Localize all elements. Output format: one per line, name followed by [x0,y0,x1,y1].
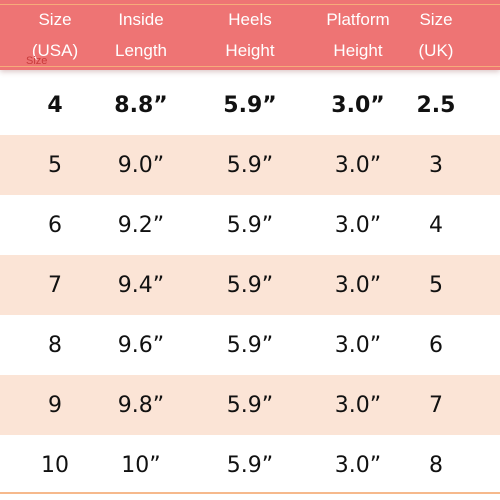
cell-heels-height: 5.9” [226,332,274,358]
header-size-usa-line2: (USA) [31,41,79,60]
header-platform-height-line2: Height [333,41,383,60]
table-row: 10 10” 5.9” 3.0” 8 [0,435,500,495]
header-inside-length: Inside Length [86,0,196,70]
table-row: 9 9.8” 5.9” 3.0” 7 [0,375,500,435]
cell-size-usa: 4 [47,92,63,118]
cell-size-uk: 8 [429,452,443,478]
table-row: 6 9.2” 5.9” 3.0” 4 [0,195,500,255]
cell-inside-length: 9.0” [117,152,165,178]
header-top-rule [0,4,500,5]
header-bottom-rule [0,66,500,67]
cell-inside-length: 8.8” [114,92,168,118]
table-header: Size (USA) Inside Length Heels Height Pl… [0,0,500,70]
cell-size-uk: 4 [429,212,443,238]
stray-size-label: Size [26,55,48,67]
table-row: 8 9.6” 5.9” 3.0” 6 [0,315,500,375]
cell-size-usa: 6 [48,212,62,238]
header-size-uk: Size (UK) [381,0,491,70]
cell-heels-height: 5.9” [223,92,277,118]
header-inside-length-line2: Length [115,41,167,60]
cell-inside-length: 10” [121,452,161,478]
cell-size-uk: 3 [429,152,443,178]
cell-size-uk: 2.5 [416,92,456,118]
cell-size-usa: 7 [48,272,62,298]
cell-inside-length: 9.2” [117,212,165,238]
header-platform-height: Platform Height [303,0,413,70]
table-row: 5 9.0” 5.9” 3.0” 3 [0,135,500,195]
cell-heels-height: 5.9” [226,272,274,298]
cell-heels-height: 5.9” [226,452,274,478]
header-platform-height-line1: Platform [326,10,390,29]
header-heels-height-line1: Heels [228,10,272,29]
header-heels-height-line2: Height [225,41,275,60]
cell-size-usa: 8 [48,332,62,358]
cell-size-usa: 5 [48,152,62,178]
header-size-usa: Size (USA) [0,0,110,70]
cell-size-uk: 6 [429,332,443,358]
cell-platform-height: 3.0” [334,452,382,478]
cell-platform-height: 3.0” [334,392,382,418]
cell-heels-height: 5.9” [226,152,274,178]
table-bottom-rule [0,492,500,494]
cell-inside-length: 9.6” [117,332,165,358]
header-size-usa-line1: Size [38,10,72,29]
header-size-uk-line2: (UK) [418,41,454,60]
cell-platform-height: 3.0” [331,92,385,118]
header-size-uk-line1: Size [419,10,453,29]
cell-inside-length: 9.8” [117,392,165,418]
cell-inside-length: 9.4” [117,272,165,298]
table-row: 4 8.8” 5.9” 3.0” 2.5 [0,75,500,135]
cell-size-usa: 10 [41,452,69,478]
cell-heels-height: 5.9” [226,212,274,238]
header-heels-height: Heels Height [195,0,305,70]
cell-heels-height: 5.9” [226,392,274,418]
cell-platform-height: 3.0” [334,332,382,358]
cell-platform-height: 3.0” [334,212,382,238]
table-row: 7 9.4” 5.9” 3.0” 5 [0,255,500,315]
cell-platform-height: 3.0” [334,152,382,178]
cell-size-usa: 9 [48,392,62,418]
cell-size-uk: 7 [429,392,443,418]
header-inside-length-line1: Inside [118,10,164,29]
cell-size-uk: 5 [429,272,443,298]
cell-platform-height: 3.0” [334,272,382,298]
